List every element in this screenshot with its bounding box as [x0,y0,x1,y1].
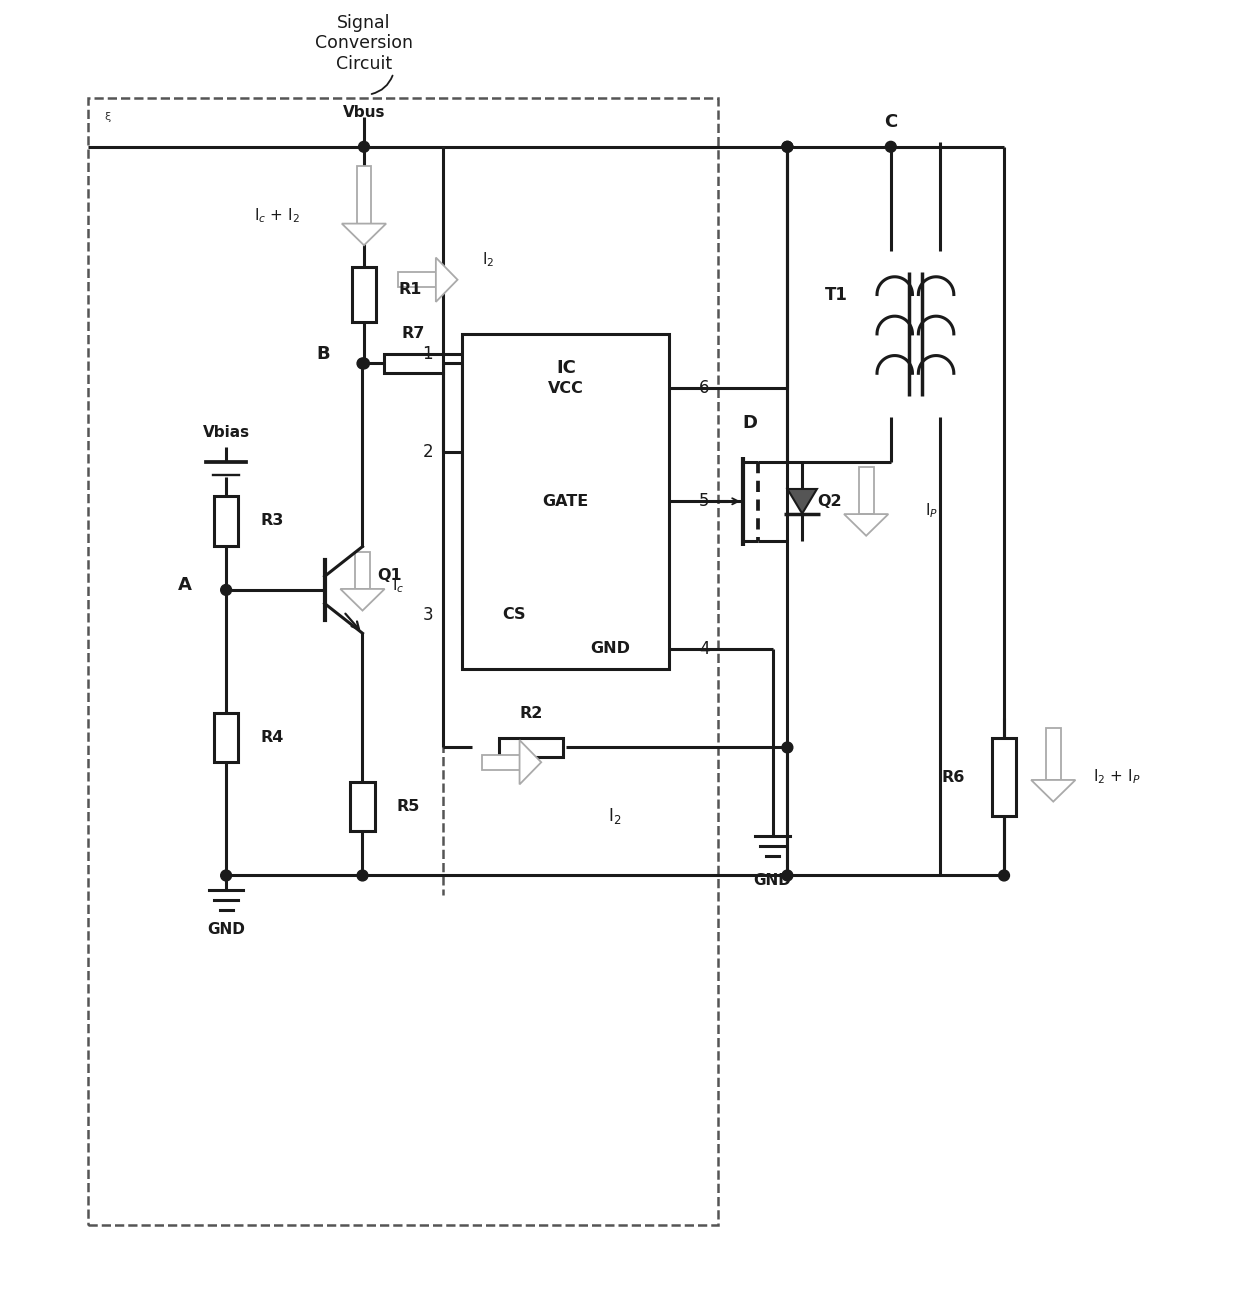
Text: 4: 4 [699,640,709,658]
Circle shape [221,584,232,595]
Text: GND: GND [590,642,630,657]
Text: R3: R3 [260,513,284,529]
Text: I$_2$ + I$_P$: I$_2$ + I$_P$ [1092,767,1140,787]
Text: I$_P$: I$_P$ [925,502,939,521]
Circle shape [885,141,897,152]
Bar [463,334,670,669]
Bar [357,166,371,224]
Circle shape [998,870,1009,881]
Text: R1: R1 [398,283,422,297]
Bar [350,781,374,831]
Text: CS: CS [502,607,526,622]
Bar [88,97,718,1225]
Text: R4: R4 [260,730,284,745]
Text: C: C [884,113,898,131]
Circle shape [221,870,232,881]
Polygon shape [342,224,386,245]
Polygon shape [787,489,817,513]
Text: Signal
Conversion
Circuit: Signal Conversion Circuit [315,13,413,73]
Polygon shape [1032,780,1075,802]
Text: I$_2$: I$_2$ [482,250,495,270]
Polygon shape [340,588,384,610]
Circle shape [357,870,368,881]
Polygon shape [844,515,888,535]
Text: Q1: Q1 [377,568,402,583]
Text: GATE: GATE [543,494,589,509]
Text: T1: T1 [825,285,848,303]
Bar [355,552,370,588]
Bar [213,496,238,546]
Text: I$_c$: I$_c$ [392,577,404,595]
Bar [500,737,563,757]
Text: 5: 5 [699,492,709,511]
Text: A: A [177,575,192,594]
Text: GND: GND [754,874,791,888]
Bar [859,467,873,515]
Text: 6: 6 [699,378,709,397]
Circle shape [357,358,368,369]
Text: R6: R6 [941,770,965,784]
Circle shape [782,870,792,881]
Text: D: D [743,413,758,432]
Circle shape [782,743,792,753]
Text: 1: 1 [423,345,433,363]
Text: I$_c$ + I$_2$: I$_c$ + I$_2$ [254,206,300,226]
Bar [1045,728,1060,780]
Text: R5: R5 [397,800,420,814]
Polygon shape [435,258,458,302]
Circle shape [782,141,792,152]
Bar [352,267,376,321]
Bar [213,713,238,762]
Circle shape [358,141,370,152]
Text: I$_2$: I$_2$ [609,806,621,827]
Text: R2: R2 [520,705,543,721]
Polygon shape [520,740,541,784]
Text: Vbus: Vbus [342,105,386,119]
Text: ξ: ξ [105,113,112,122]
Bar [482,754,520,770]
Text: GND: GND [207,923,246,937]
Text: IC: IC [556,359,575,377]
Circle shape [358,358,370,369]
Text: VCC: VCC [548,381,584,395]
Text: R7: R7 [402,327,425,341]
Text: Vbias: Vbias [202,425,249,439]
Text: B: B [316,345,330,363]
Text: 2: 2 [423,443,433,461]
Text: 3: 3 [423,605,433,623]
Bar [992,737,1017,816]
Circle shape [782,141,792,152]
Bar [383,354,443,373]
Bar [398,272,435,288]
Text: Q2: Q2 [817,494,842,509]
